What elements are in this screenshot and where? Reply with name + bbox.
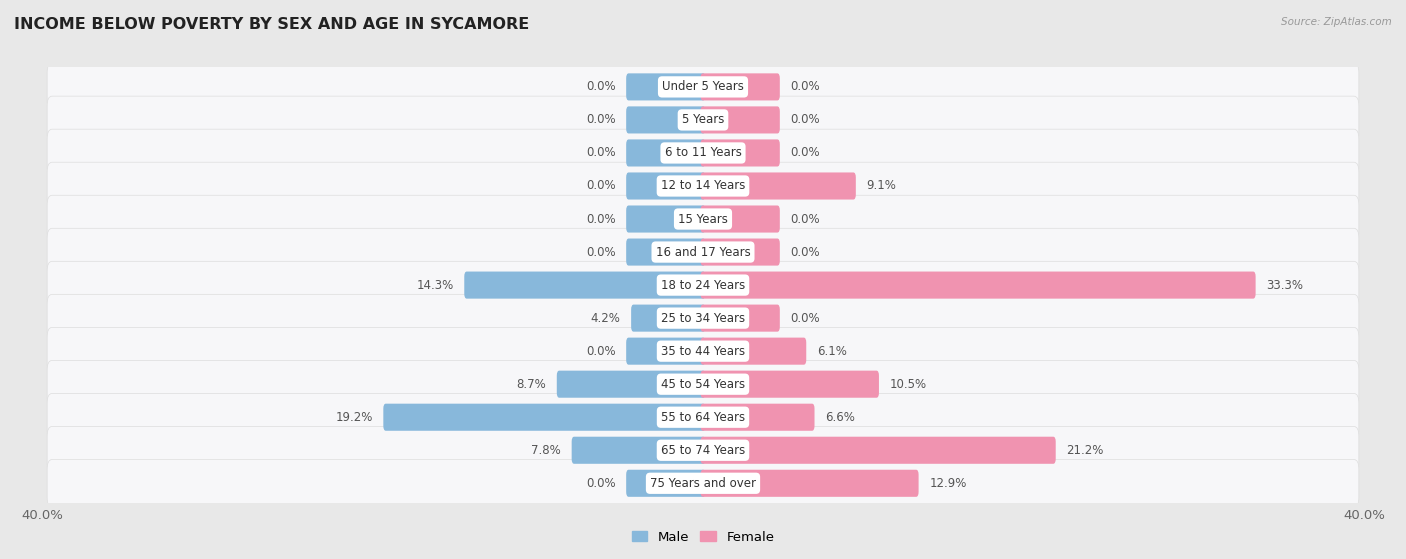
FancyBboxPatch shape xyxy=(626,338,706,364)
Text: 25 to 34 Years: 25 to 34 Years xyxy=(661,311,745,325)
FancyBboxPatch shape xyxy=(626,139,706,167)
FancyBboxPatch shape xyxy=(700,437,1056,464)
Text: 35 to 44 Years: 35 to 44 Years xyxy=(661,345,745,358)
Text: 33.3%: 33.3% xyxy=(1267,278,1303,292)
FancyBboxPatch shape xyxy=(48,295,1358,342)
Text: 19.2%: 19.2% xyxy=(335,411,373,424)
FancyBboxPatch shape xyxy=(626,106,706,134)
FancyBboxPatch shape xyxy=(626,239,706,266)
Legend: Male, Female: Male, Female xyxy=(626,525,780,549)
FancyBboxPatch shape xyxy=(464,272,706,299)
Text: INCOME BELOW POVERTY BY SEX AND AGE IN SYCAMORE: INCOME BELOW POVERTY BY SEX AND AGE IN S… xyxy=(14,17,529,32)
FancyBboxPatch shape xyxy=(384,404,706,431)
Text: 12.9%: 12.9% xyxy=(929,477,967,490)
FancyBboxPatch shape xyxy=(700,206,780,233)
Text: 6.1%: 6.1% xyxy=(817,345,846,358)
Text: 0.0%: 0.0% xyxy=(790,113,820,126)
FancyBboxPatch shape xyxy=(48,459,1358,507)
Text: 55 to 64 Years: 55 to 64 Years xyxy=(661,411,745,424)
Text: 7.8%: 7.8% xyxy=(531,444,561,457)
FancyBboxPatch shape xyxy=(48,328,1358,375)
FancyBboxPatch shape xyxy=(626,172,706,200)
FancyBboxPatch shape xyxy=(557,371,706,398)
Text: 4.2%: 4.2% xyxy=(591,311,620,325)
FancyBboxPatch shape xyxy=(48,261,1358,309)
Text: 6.6%: 6.6% xyxy=(825,411,855,424)
FancyBboxPatch shape xyxy=(626,73,706,101)
FancyBboxPatch shape xyxy=(700,73,780,101)
FancyBboxPatch shape xyxy=(700,338,806,364)
FancyBboxPatch shape xyxy=(700,106,780,134)
FancyBboxPatch shape xyxy=(700,305,780,331)
Text: 0.0%: 0.0% xyxy=(790,212,820,225)
Text: 6 to 11 Years: 6 to 11 Years xyxy=(665,146,741,159)
FancyBboxPatch shape xyxy=(700,272,1256,299)
Text: 0.0%: 0.0% xyxy=(586,477,616,490)
Text: 0.0%: 0.0% xyxy=(586,245,616,259)
FancyBboxPatch shape xyxy=(631,305,706,331)
FancyBboxPatch shape xyxy=(48,228,1358,276)
Text: 9.1%: 9.1% xyxy=(866,179,897,192)
Text: 5 Years: 5 Years xyxy=(682,113,724,126)
FancyBboxPatch shape xyxy=(48,195,1358,243)
Text: 45 to 54 Years: 45 to 54 Years xyxy=(661,378,745,391)
Text: 0.0%: 0.0% xyxy=(586,113,616,126)
FancyBboxPatch shape xyxy=(700,470,918,497)
FancyBboxPatch shape xyxy=(700,139,780,167)
FancyBboxPatch shape xyxy=(700,371,879,398)
Text: 16 and 17 Years: 16 and 17 Years xyxy=(655,245,751,259)
FancyBboxPatch shape xyxy=(48,63,1358,111)
Text: 0.0%: 0.0% xyxy=(586,179,616,192)
Text: Source: ZipAtlas.com: Source: ZipAtlas.com xyxy=(1281,17,1392,27)
Text: 0.0%: 0.0% xyxy=(586,80,616,93)
FancyBboxPatch shape xyxy=(626,206,706,233)
FancyBboxPatch shape xyxy=(700,239,780,266)
FancyBboxPatch shape xyxy=(626,470,706,497)
Text: 0.0%: 0.0% xyxy=(586,212,616,225)
Text: 15 Years: 15 Years xyxy=(678,212,728,225)
Text: 75 Years and over: 75 Years and over xyxy=(650,477,756,490)
FancyBboxPatch shape xyxy=(700,172,856,200)
Text: 0.0%: 0.0% xyxy=(790,80,820,93)
FancyBboxPatch shape xyxy=(48,129,1358,177)
FancyBboxPatch shape xyxy=(48,96,1358,144)
FancyBboxPatch shape xyxy=(48,162,1358,210)
FancyBboxPatch shape xyxy=(48,427,1358,474)
Text: 21.2%: 21.2% xyxy=(1066,444,1104,457)
Text: 14.3%: 14.3% xyxy=(416,278,454,292)
Text: 0.0%: 0.0% xyxy=(790,146,820,159)
Text: 12 to 14 Years: 12 to 14 Years xyxy=(661,179,745,192)
Text: Under 5 Years: Under 5 Years xyxy=(662,80,744,93)
Text: 8.7%: 8.7% xyxy=(516,378,546,391)
FancyBboxPatch shape xyxy=(48,361,1358,408)
FancyBboxPatch shape xyxy=(572,437,706,464)
Text: 0.0%: 0.0% xyxy=(586,345,616,358)
Text: 0.0%: 0.0% xyxy=(790,311,820,325)
FancyBboxPatch shape xyxy=(700,404,814,431)
Text: 0.0%: 0.0% xyxy=(586,146,616,159)
Text: 65 to 74 Years: 65 to 74 Years xyxy=(661,444,745,457)
FancyBboxPatch shape xyxy=(48,394,1358,441)
Text: 0.0%: 0.0% xyxy=(790,245,820,259)
Text: 10.5%: 10.5% xyxy=(890,378,927,391)
Text: 18 to 24 Years: 18 to 24 Years xyxy=(661,278,745,292)
